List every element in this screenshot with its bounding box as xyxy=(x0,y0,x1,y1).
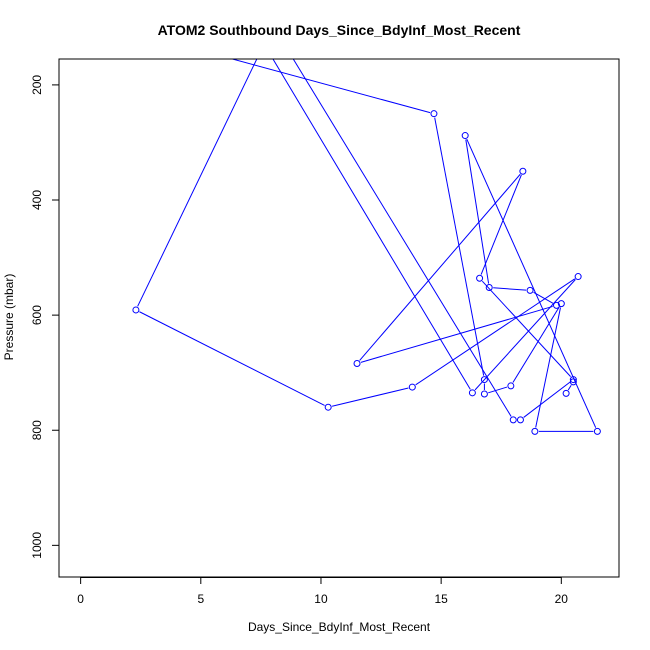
data-point xyxy=(480,376,488,384)
data-point xyxy=(430,110,438,118)
data-point xyxy=(569,376,577,384)
series-line-segment xyxy=(567,385,572,391)
data-point xyxy=(574,273,582,281)
y-tick-label: 200 xyxy=(30,75,44,95)
data-point xyxy=(526,286,534,294)
series-line-segment xyxy=(331,387,409,407)
x-tick-label: 0 xyxy=(77,592,84,606)
series-line-segment xyxy=(488,386,508,394)
x-axis-label: Days_Since_BdyInf_Most_Recent xyxy=(248,620,431,634)
series-line-segment xyxy=(360,305,553,363)
data-point xyxy=(562,389,570,397)
data-point xyxy=(569,378,577,386)
data-point xyxy=(531,427,539,435)
data-point xyxy=(408,383,416,391)
y-tick-label: 400 xyxy=(30,190,44,210)
series-line-segment xyxy=(272,59,471,390)
data-point xyxy=(132,306,140,314)
data-point xyxy=(516,416,524,424)
data-point xyxy=(593,427,601,435)
series-line-segment xyxy=(137,59,258,307)
plot-frame xyxy=(58,58,620,578)
series-line-segment xyxy=(415,278,576,386)
series-line-segment xyxy=(523,381,571,418)
series-line-segment xyxy=(512,306,560,383)
data-marks xyxy=(132,59,601,435)
series-line-segment xyxy=(434,117,485,376)
data-point xyxy=(557,300,565,308)
chart-title: ATOM2 Southbound Days_Since_BdyInf_Most_… xyxy=(158,22,521,38)
series-line-segment xyxy=(230,59,431,114)
y-tick-label: 600 xyxy=(30,305,44,325)
series-line-segment xyxy=(481,280,571,377)
data-point xyxy=(461,132,469,140)
data-point xyxy=(353,359,361,367)
data-point xyxy=(324,403,332,411)
series-line-segment xyxy=(466,138,597,428)
series-line-segment xyxy=(533,291,554,304)
y-axis: 200 400 600 800 1000 xyxy=(30,75,60,559)
x-tick-label: 5 xyxy=(197,592,204,606)
series-line-segment xyxy=(535,307,561,428)
x-tick-label: 10 xyxy=(314,592,328,606)
series-line-segment xyxy=(292,59,512,417)
series-line-segment xyxy=(493,287,527,291)
y-tick-label: 800 xyxy=(30,420,44,440)
y-axis-label: Pressure (mbar) xyxy=(2,274,16,361)
data-point xyxy=(485,283,493,291)
x-tick-label: 20 xyxy=(555,592,569,606)
data-point xyxy=(476,274,484,282)
series-line-segment xyxy=(359,173,521,361)
y-tick-label: 1000 xyxy=(30,532,44,559)
x-axis: 0 5 10 15 20 xyxy=(77,577,568,606)
series-line-segment xyxy=(139,311,325,406)
data-point xyxy=(519,167,527,175)
x-tick-label: 15 xyxy=(434,592,448,606)
data-point xyxy=(553,301,561,309)
series-line-segment xyxy=(465,139,490,284)
series-line-segment xyxy=(480,174,522,275)
data-point xyxy=(468,389,476,397)
data-point xyxy=(509,416,517,424)
data-point xyxy=(480,390,488,398)
data-point xyxy=(507,382,515,390)
series-line-segment xyxy=(474,279,576,391)
